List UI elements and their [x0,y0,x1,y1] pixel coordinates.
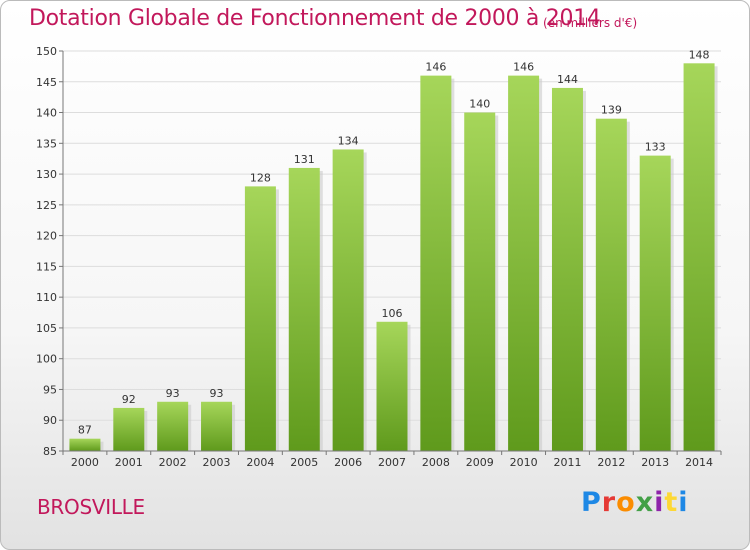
data-label: 139 [601,104,622,117]
x-tick-label: 2005 [290,456,318,469]
y-tick-label: 85 [43,445,57,458]
logo-letter: i [678,487,689,518]
logo-letter: o [616,487,636,518]
bar-2012[interactable] [595,118,627,451]
x-tick-label: 2014 [685,456,713,469]
bar-2014[interactable] [683,63,715,452]
y-tick-label: 135 [36,137,57,150]
proxiti-logo[interactable]: Proxiti [581,487,689,518]
chart-subtitle: (en milliers d'€) [543,16,638,30]
bar-2010[interactable] [508,75,540,451]
data-label: 146 [425,61,446,74]
data-label: 146 [513,61,534,74]
logo-letter: i [654,487,665,518]
bar-2004[interactable] [244,186,276,451]
x-tick-label: 2008 [422,456,450,469]
data-label: 93 [166,387,180,400]
data-label: 144 [557,73,578,86]
data-label: 148 [689,48,710,61]
x-tick-label: 2001 [115,456,143,469]
data-label: 133 [645,141,666,154]
bar-2003[interactable] [201,401,233,451]
x-tick-label: 2007 [378,456,406,469]
y-tick-label: 145 [36,76,57,89]
y-tick-label: 125 [36,199,57,212]
logo-letter: x [635,487,655,518]
y-tick-label: 90 [43,414,57,427]
axes: 85 90 95 100 105 110 115 120 125 130 135 140 145 150 2… [36,45,722,469]
bar-2001[interactable] [113,407,145,451]
x-tick-label: 2004 [246,456,274,469]
x-tick-label: 2010 [510,456,538,469]
y-tick-label: 150 [36,45,57,58]
chart-title: Dotation Globale de Fonctionnement de 20… [29,6,601,31]
x-tick-label: 2002 [159,456,187,469]
bar-2011[interactable] [551,87,583,451]
y-tick-label: 120 [36,230,57,243]
data-label: 134 [338,134,359,147]
data-label: 93 [210,387,224,400]
data-label: 128 [250,171,271,184]
bar-2009[interactable] [464,112,496,452]
logo-letter: P [581,487,602,518]
bar-2000[interactable] [69,438,101,451]
bar-2006[interactable] [332,149,364,451]
commune-name: BROSVILLE [37,495,145,519]
data-label: 140 [469,98,490,111]
bar-2013[interactable] [639,155,671,451]
y-tick-label: 95 [43,383,57,396]
y-tick-label: 140 [36,107,57,120]
data-label: 131 [294,153,315,166]
bar-2002[interactable] [157,401,189,451]
x-tick-label: 2012 [597,456,625,469]
y-tick-label: 100 [36,353,57,366]
logo-letter: r [601,487,617,518]
bar-2008[interactable] [420,75,452,451]
logo-letter: t [664,487,679,518]
x-tick-label: 2006 [334,456,362,469]
x-tick-label: 2009 [466,456,494,469]
y-tick-label: 110 [36,291,57,304]
y-tick-label: 115 [36,260,57,273]
x-tick-label: 2013 [641,456,669,469]
bar-2007[interactable] [376,321,408,451]
y-tick-label: 105 [36,322,57,335]
data-label: 87 [78,424,92,437]
x-tick-label: 2000 [71,456,99,469]
y-tick-label: 130 [36,168,57,181]
x-tick-label: 2011 [553,456,581,469]
bars: 87 92 93 93 128 131 134 106 146 140 146 144 139 133 14… [69,48,718,452]
data-label: 106 [382,307,403,320]
x-tick-label: 2003 [203,456,231,469]
bar-2005[interactable] [288,167,320,451]
data-label: 92 [122,393,136,406]
